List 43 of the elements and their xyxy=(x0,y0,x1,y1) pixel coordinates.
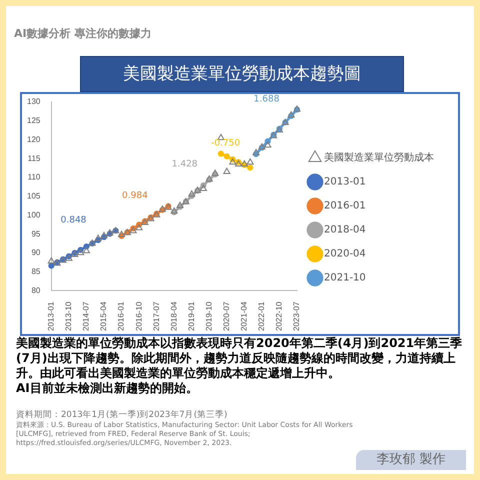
x-tick-label: 2020-07 xyxy=(222,301,232,331)
y-tick-label: 80 xyxy=(31,286,41,295)
x-tick-label: 2016-01 xyxy=(116,301,126,331)
y-tick-label: 100 xyxy=(26,210,41,220)
x-tick-label: 2022-10 xyxy=(274,301,284,331)
y-tick-label: 125 xyxy=(26,116,41,126)
y-tick-label: 115 xyxy=(28,154,41,163)
chart-title: 美國製造業單位勞動成本趨勢圖 xyxy=(80,56,404,92)
x-tick-label: 2022-01 xyxy=(257,301,266,331)
text: AI目前並未檢測出新趨勢的開始。 xyxy=(16,381,199,396)
annotation: 0.848 xyxy=(60,215,87,226)
annotation: -0.750 xyxy=(211,138,240,149)
annotation: 1.688 xyxy=(254,94,280,104)
text: 李玫郁 製作 xyxy=(356,450,466,470)
x-tick-label: 2018-04 xyxy=(169,301,178,331)
legend-label: 2018-04 xyxy=(324,224,376,236)
x-tick-label: 2019-01 xyxy=(186,301,196,331)
x-tick-label: 2019-10 xyxy=(204,301,214,331)
x-tick-label: 2015-04 xyxy=(99,301,108,331)
y-tick-label: 120 xyxy=(26,134,41,144)
text: 美國製造業的單位勞動成本以指數表現時只有2020年第二季(4月)到2021年第三季(7月)出現下降趨勢。除此期間外，趨勢力道反映隨趨勢線的時間改變，力道持續上升。由此可看出美國製造業的單位勞動成本穩定遞增上升中。 xyxy=(16,336,464,381)
x-tick-label: 2014-07 xyxy=(82,301,91,331)
legend-label: 2013-01 xyxy=(324,176,376,188)
legend-label: 美國製造業單位勞動成本 xyxy=(324,152,444,164)
x-tick-label: 2016-10 xyxy=(134,301,144,331)
y-tick-label: 105 xyxy=(26,192,41,201)
y-tick-label: 110 xyxy=(28,172,41,182)
x-tick-label: 2021-04 xyxy=(240,301,249,331)
y-tick-label: 85 xyxy=(31,266,41,276)
y-tick-label: 130 xyxy=(26,97,41,106)
x-tick-label: 2013-01 xyxy=(46,301,56,331)
legend-label: 2016-01 xyxy=(324,200,376,212)
legend-label: 2021-10 xyxy=(324,272,376,284)
y-tick-label: 90 xyxy=(31,248,41,258)
legend-label: 2020-04 xyxy=(324,248,376,260)
text: 資料期間：2013年1月(第一季)到2023年7月(第三季) xyxy=(16,410,228,421)
annotation: 0.984 xyxy=(122,190,148,201)
y-tick-label: 95 xyxy=(31,229,41,238)
x-tick-label: 2013-10 xyxy=(64,301,74,331)
x-tick-label: 2017-07 xyxy=(152,301,161,331)
annotation: 1.428 xyxy=(172,159,198,170)
x-tick-label: 2023-07 xyxy=(292,301,302,331)
text: AI數據分析 專注你的數據力 xyxy=(14,26,152,41)
